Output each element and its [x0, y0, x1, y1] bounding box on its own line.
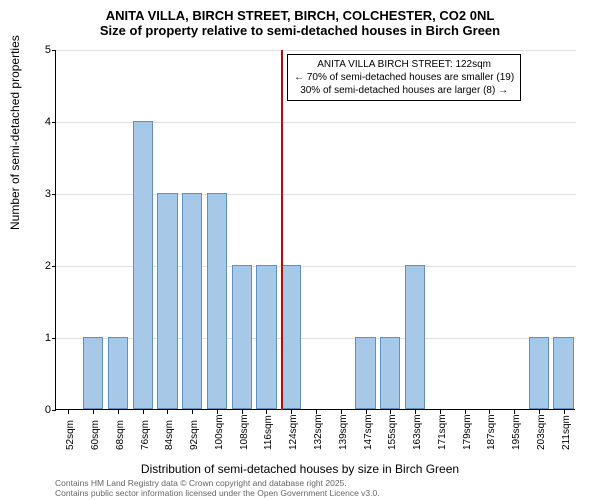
- x-tick-mark: [118, 410, 119, 414]
- x-tick-label: 132sqm: [313, 414, 324, 450]
- x-tick-label: 203sqm: [536, 414, 547, 450]
- x-tick-mark: [266, 410, 267, 414]
- y-tick-label: 5: [45, 44, 51, 56]
- footer-line1: Contains HM Land Registry data © Crown c…: [55, 478, 380, 488]
- plot-area: 01234552sqm60sqm68sqm76sqm84sqm92sqm100s…: [55, 50, 575, 410]
- x-tick-mark: [415, 410, 416, 414]
- x-tick-mark: [489, 410, 490, 414]
- x-axis-label: Distribution of semi-detached houses by …: [0, 462, 600, 476]
- y-axis-label: Number of semi-detached properties: [8, 35, 22, 230]
- y-tick-label: 3: [45, 188, 51, 200]
- histogram-bar: [405, 265, 425, 409]
- y-tick-mark: [52, 338, 56, 339]
- annotation-line: ANITA VILLA BIRCH STREET: 122sqm: [294, 58, 514, 71]
- x-tick-label: 211sqm: [561, 415, 572, 450]
- x-tick-mark: [68, 410, 69, 414]
- x-tick-mark: [316, 410, 317, 414]
- x-tick-mark: [341, 410, 342, 414]
- x-tick-mark: [242, 410, 243, 414]
- x-tick-label: 195sqm: [511, 414, 522, 450]
- x-tick-label: 124sqm: [288, 414, 299, 450]
- histogram-bar: [157, 193, 177, 409]
- annotation-box: ANITA VILLA BIRCH STREET: 122sqm← 70% of…: [287, 54, 521, 101]
- x-tick-mark: [440, 410, 441, 414]
- x-tick-label: 100sqm: [214, 414, 225, 450]
- histogram-bar: [380, 337, 400, 409]
- x-tick-mark: [217, 410, 218, 414]
- marker-line: [281, 50, 283, 410]
- x-tick-label: 179sqm: [462, 414, 473, 450]
- histogram-bar: [529, 337, 549, 409]
- x-tick-mark: [539, 410, 540, 414]
- y-tick-mark: [52, 122, 56, 123]
- x-tick-label: 60sqm: [90, 420, 101, 450]
- x-tick-label: 163sqm: [412, 414, 423, 450]
- footer-line2: Contains public sector information licen…: [55, 488, 380, 498]
- chart-title-main: ANITA VILLA, BIRCH STREET, BIRCH, COLCHE…: [0, 8, 600, 23]
- x-tick-mark: [192, 410, 193, 414]
- y-tick-mark: [52, 410, 56, 411]
- x-tick-label: 76sqm: [140, 420, 151, 450]
- histogram-bar: [207, 193, 227, 409]
- x-tick-mark: [366, 410, 367, 414]
- y-tick-mark: [52, 50, 56, 51]
- histogram-bar: [133, 121, 153, 409]
- annotation-line: 30% of semi-detached houses are larger (…: [294, 84, 514, 97]
- annotation-line: ← 70% of semi-detached houses are smalle…: [294, 71, 514, 84]
- x-tick-mark: [514, 410, 515, 414]
- x-tick-mark: [143, 410, 144, 414]
- histogram-bar: [281, 265, 301, 409]
- x-tick-label: 84sqm: [164, 420, 175, 450]
- x-tick-label: 139sqm: [338, 414, 349, 450]
- chart-title-block: ANITA VILLA, BIRCH STREET, BIRCH, COLCHE…: [0, 8, 600, 38]
- histogram-bar: [108, 337, 128, 409]
- chart-title-sub: Size of property relative to semi-detach…: [0, 23, 600, 38]
- x-tick-label: 147sqm: [363, 414, 374, 450]
- x-tick-mark: [93, 410, 94, 414]
- y-tick-label: 1: [45, 332, 51, 344]
- x-tick-mark: [291, 410, 292, 414]
- x-tick-label: 155sqm: [387, 414, 398, 450]
- x-tick-mark: [465, 410, 466, 414]
- histogram-bar: [553, 337, 573, 409]
- histogram-bar: [232, 265, 252, 409]
- y-tick-label: 0: [45, 404, 51, 416]
- gridline: [56, 50, 576, 51]
- x-tick-label: 68sqm: [115, 420, 126, 450]
- y-tick-mark: [52, 266, 56, 267]
- histogram-bar: [182, 193, 202, 409]
- x-tick-label: 171sqm: [437, 414, 448, 450]
- x-tick-mark: [564, 410, 565, 414]
- chart-container: 01234552sqm60sqm68sqm76sqm84sqm92sqm100s…: [55, 50, 575, 410]
- y-tick-mark: [52, 194, 56, 195]
- y-tick-label: 4: [45, 116, 51, 128]
- x-tick-label: 92sqm: [189, 420, 200, 450]
- x-tick-mark: [390, 410, 391, 414]
- x-tick-label: 187sqm: [486, 414, 497, 450]
- histogram-bar: [256, 265, 276, 409]
- histogram-bar: [83, 337, 103, 409]
- x-tick-label: 116sqm: [263, 415, 274, 450]
- chart-footer: Contains HM Land Registry data © Crown c…: [55, 478, 380, 498]
- histogram-bar: [355, 337, 375, 409]
- x-tick-mark: [167, 410, 168, 414]
- x-tick-label: 108sqm: [239, 414, 250, 450]
- x-tick-label: 52sqm: [65, 420, 76, 450]
- y-tick-label: 2: [45, 260, 51, 272]
